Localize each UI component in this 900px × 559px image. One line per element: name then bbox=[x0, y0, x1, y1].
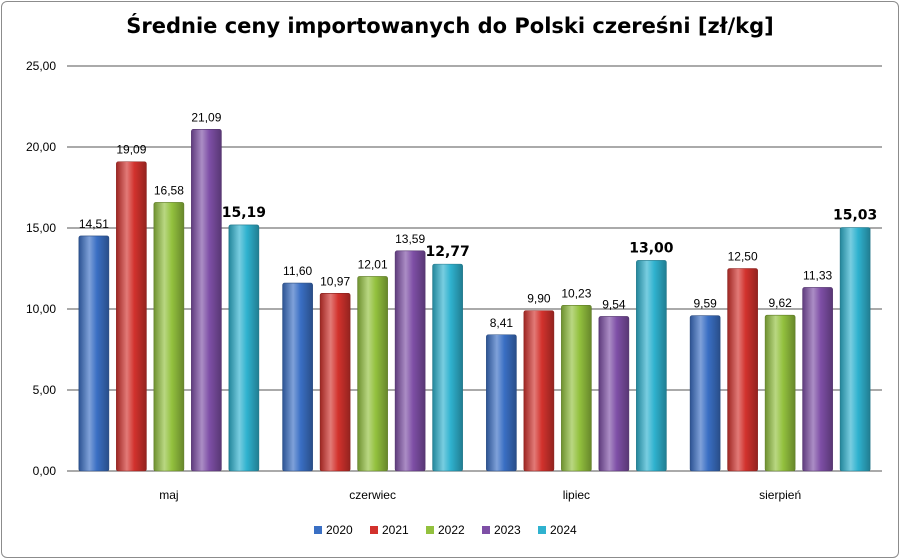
legend-swatch bbox=[370, 526, 378, 534]
y-tick-label: 25,00 bbox=[26, 59, 56, 73]
bar bbox=[191, 129, 222, 472]
data-label: 12,50 bbox=[728, 250, 758, 264]
bar bbox=[282, 282, 313, 472]
legend-label: 2024 bbox=[550, 523, 577, 537]
bar bbox=[764, 314, 796, 472]
bar bbox=[432, 263, 463, 472]
data-label: 15,19 bbox=[222, 205, 266, 221]
data-label: 21,09 bbox=[191, 110, 221, 124]
legend-label: 2020 bbox=[326, 523, 353, 537]
bar bbox=[802, 287, 833, 472]
x-category-label: sierpień bbox=[759, 488, 801, 502]
bar bbox=[523, 310, 555, 472]
data-label: 15,03 bbox=[833, 208, 877, 224]
y-tick-label: 5,00 bbox=[33, 383, 57, 397]
data-label: 10,23 bbox=[561, 286, 591, 300]
bar bbox=[116, 161, 147, 472]
y-tick-label: 15,00 bbox=[26, 221, 56, 235]
data-label: 9,62 bbox=[768, 296, 792, 310]
data-label: 9,54 bbox=[602, 297, 626, 311]
bar bbox=[561, 304, 592, 472]
bar bbox=[839, 227, 871, 472]
data-label: 12,77 bbox=[425, 244, 469, 260]
data-label: 19,09 bbox=[116, 143, 146, 157]
bar bbox=[228, 224, 260, 472]
data-label: 16,58 bbox=[154, 183, 184, 197]
data-label: 9,59 bbox=[693, 297, 717, 311]
data-label: 11,33 bbox=[803, 268, 832, 282]
legend-label: 2022 bbox=[438, 523, 465, 537]
legend-swatch bbox=[314, 526, 322, 534]
legend-swatch bbox=[538, 526, 546, 534]
legend-label: 2021 bbox=[382, 523, 409, 537]
bar bbox=[357, 276, 388, 472]
data-label: 10,97 bbox=[320, 274, 350, 288]
data-label: 13,00 bbox=[629, 240, 674, 256]
x-category-label: czerwiec bbox=[349, 488, 396, 502]
y-tick-label: 20,00 bbox=[26, 140, 56, 154]
data-label: 11,60 bbox=[283, 264, 312, 278]
bar bbox=[486, 334, 517, 472]
data-label: 9,90 bbox=[527, 292, 551, 306]
bar bbox=[319, 292, 351, 472]
bar bbox=[727, 268, 758, 472]
data-label: 14,51 bbox=[79, 217, 109, 231]
data-label: 8,41 bbox=[490, 316, 514, 330]
data-label: 13,59 bbox=[395, 232, 425, 246]
y-tick-label: 0,00 bbox=[33, 464, 57, 478]
chart-title: Średnie ceny importowanych do Polski cze… bbox=[126, 14, 774, 38]
legend-swatch bbox=[482, 526, 490, 534]
bar bbox=[153, 202, 185, 472]
y-tick-label: 10,00 bbox=[26, 302, 56, 316]
legend-swatch bbox=[426, 526, 434, 534]
x-category-label: maj bbox=[159, 488, 178, 502]
bar bbox=[598, 316, 630, 472]
bar bbox=[689, 315, 721, 472]
legend-label: 2023 bbox=[494, 523, 521, 537]
x-category-label: lipiec bbox=[563, 488, 590, 502]
data-label: 12,01 bbox=[358, 257, 388, 271]
bar bbox=[394, 250, 426, 472]
bar bbox=[78, 235, 110, 472]
bar bbox=[636, 260, 667, 472]
